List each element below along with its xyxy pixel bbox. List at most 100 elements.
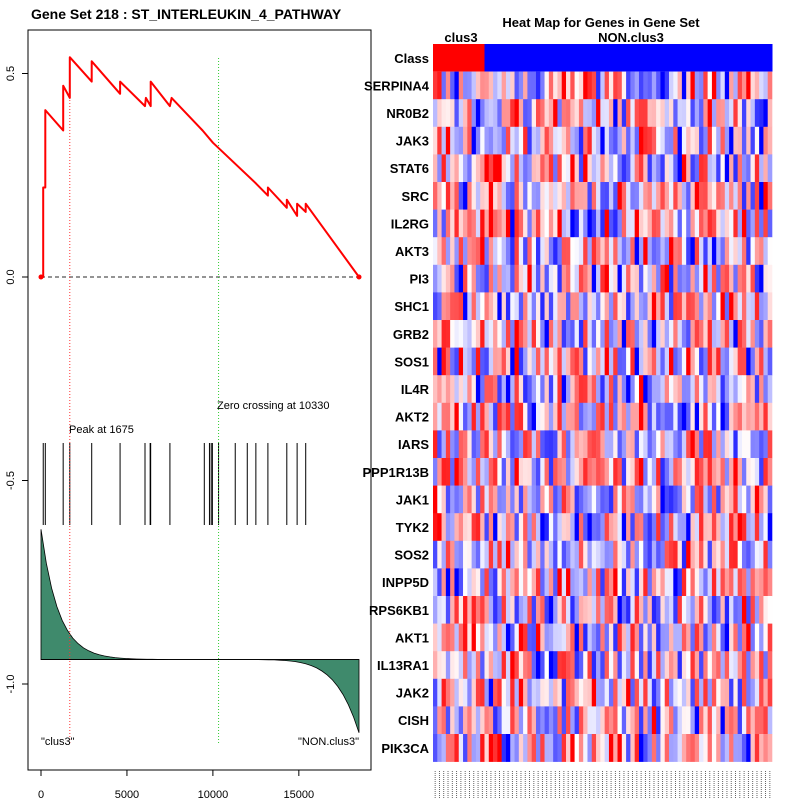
gene-label: JAK1 [396, 492, 429, 507]
heatmap-cell [656, 402, 661, 431]
heatmap-cell [600, 540, 605, 569]
heatmap-cell [720, 568, 726, 597]
heatmap-cell [613, 596, 618, 624]
heatmap-cell [501, 596, 507, 624]
heatmap-cell [488, 375, 494, 404]
heatmap-cell [707, 292, 713, 321]
heatmap-cell [578, 320, 584, 348]
heatmap-cell [634, 596, 640, 624]
heatmap-title: Heat Map for Genes in Gene Set [502, 15, 700, 30]
heatmap-cell [669, 182, 674, 210]
heatmap-cell [497, 99, 502, 128]
heatmap-cell [587, 706, 593, 735]
heatmap-cell [493, 347, 498, 376]
heatmap-cell [604, 402, 610, 431]
heatmap-cell [707, 458, 713, 486]
heatmap-cell [493, 154, 498, 183]
heatmap-cell [664, 430, 670, 459]
heatmap-cell [484, 375, 490, 404]
heatmap-cell [626, 237, 631, 266]
heatmap-cell [548, 209, 554, 238]
heatmap-cell [475, 126, 481, 155]
heatmap-cell [711, 734, 717, 762]
heatmap-cell [475, 540, 481, 569]
heatmap-cell [669, 209, 674, 238]
heatmap-cell [741, 678, 747, 707]
class-label-clus3: clus3 [444, 30, 477, 45]
heatmap-cell [548, 430, 554, 459]
heatmap-cell [484, 237, 490, 266]
heatmap-cell [523, 292, 528, 321]
heatmap-cell [681, 375, 687, 404]
heatmap-cell [638, 485, 644, 514]
heatmap-cell [673, 375, 678, 404]
heatmap-cell [591, 99, 597, 128]
heatmap-cell [638, 375, 644, 404]
heatmap-cell [741, 623, 747, 652]
heatmap-cell [604, 540, 610, 569]
heatmap-cell [651, 99, 657, 128]
heatmap-cell [596, 734, 601, 762]
heatmap-cell [493, 734, 498, 762]
heatmap-cell [600, 182, 605, 210]
heatmap-cell [630, 375, 635, 404]
heatmap-cell [578, 71, 584, 100]
heatmap-cell [707, 623, 713, 652]
heatmap-cell [570, 99, 575, 128]
heatmap-cell [634, 485, 640, 514]
heatmap-cell [724, 209, 730, 238]
heatmap-cell [583, 320, 588, 348]
heatmap-cell [591, 540, 597, 569]
heatmap-cell [608, 99, 614, 128]
heatmap-cell [463, 596, 468, 624]
heatmap-cell [518, 513, 524, 542]
heatmap-cell [493, 678, 498, 707]
heatmap-cell [488, 540, 494, 569]
heatmap-cell [467, 402, 472, 431]
heatmap-cell [686, 99, 691, 128]
heatmap-cell [763, 734, 769, 762]
heatmap-cell [493, 264, 498, 293]
heatmap-cell [707, 237, 713, 266]
heatmap-cell [729, 320, 734, 348]
heatmap-cell [505, 320, 511, 348]
heatmap-cell [433, 375, 438, 404]
heatmap-cell [591, 182, 597, 210]
heatmap-cell [741, 126, 747, 155]
heatmap-cell [621, 623, 627, 652]
heatmap-cell [535, 71, 541, 100]
heatmap-cell [604, 347, 610, 376]
heatmap-cell [630, 568, 635, 597]
heatmap-cell [681, 402, 687, 431]
heatmap-cell [681, 209, 687, 238]
heatmap-cell [566, 182, 571, 210]
heatmap-cell [475, 347, 481, 376]
heatmap-cell [437, 320, 442, 348]
heatmap-cell [759, 99, 764, 128]
heatmap-cell [570, 706, 575, 735]
heatmap-cell [686, 651, 691, 680]
heatmap-cell [437, 347, 442, 376]
heatmap-cell [737, 596, 743, 624]
heatmap-cell [583, 209, 588, 238]
heatmap-cell [626, 99, 631, 128]
heatmap-cell [480, 430, 485, 459]
heatmap-cell [716, 292, 721, 321]
heatmap-cell [703, 458, 708, 486]
heatmap-cell [737, 651, 743, 680]
heatmap-cell [608, 264, 614, 293]
heatmap-cell [450, 513, 455, 542]
heatmap-cell [767, 209, 773, 238]
heatmap-cell [587, 264, 593, 293]
heatmap-cell [574, 292, 580, 321]
heatmap-cell [626, 182, 631, 210]
heatmap-cell [690, 734, 696, 762]
heatmap-cell [677, 706, 683, 735]
heatmap-cell [450, 678, 455, 707]
heatmap-cell [699, 430, 704, 459]
heatmap-cell [600, 678, 605, 707]
heatmap-cell [587, 71, 593, 100]
heatmap-cell [608, 513, 614, 542]
heatmap-cell [437, 99, 442, 128]
heatmap-cell [463, 209, 468, 238]
